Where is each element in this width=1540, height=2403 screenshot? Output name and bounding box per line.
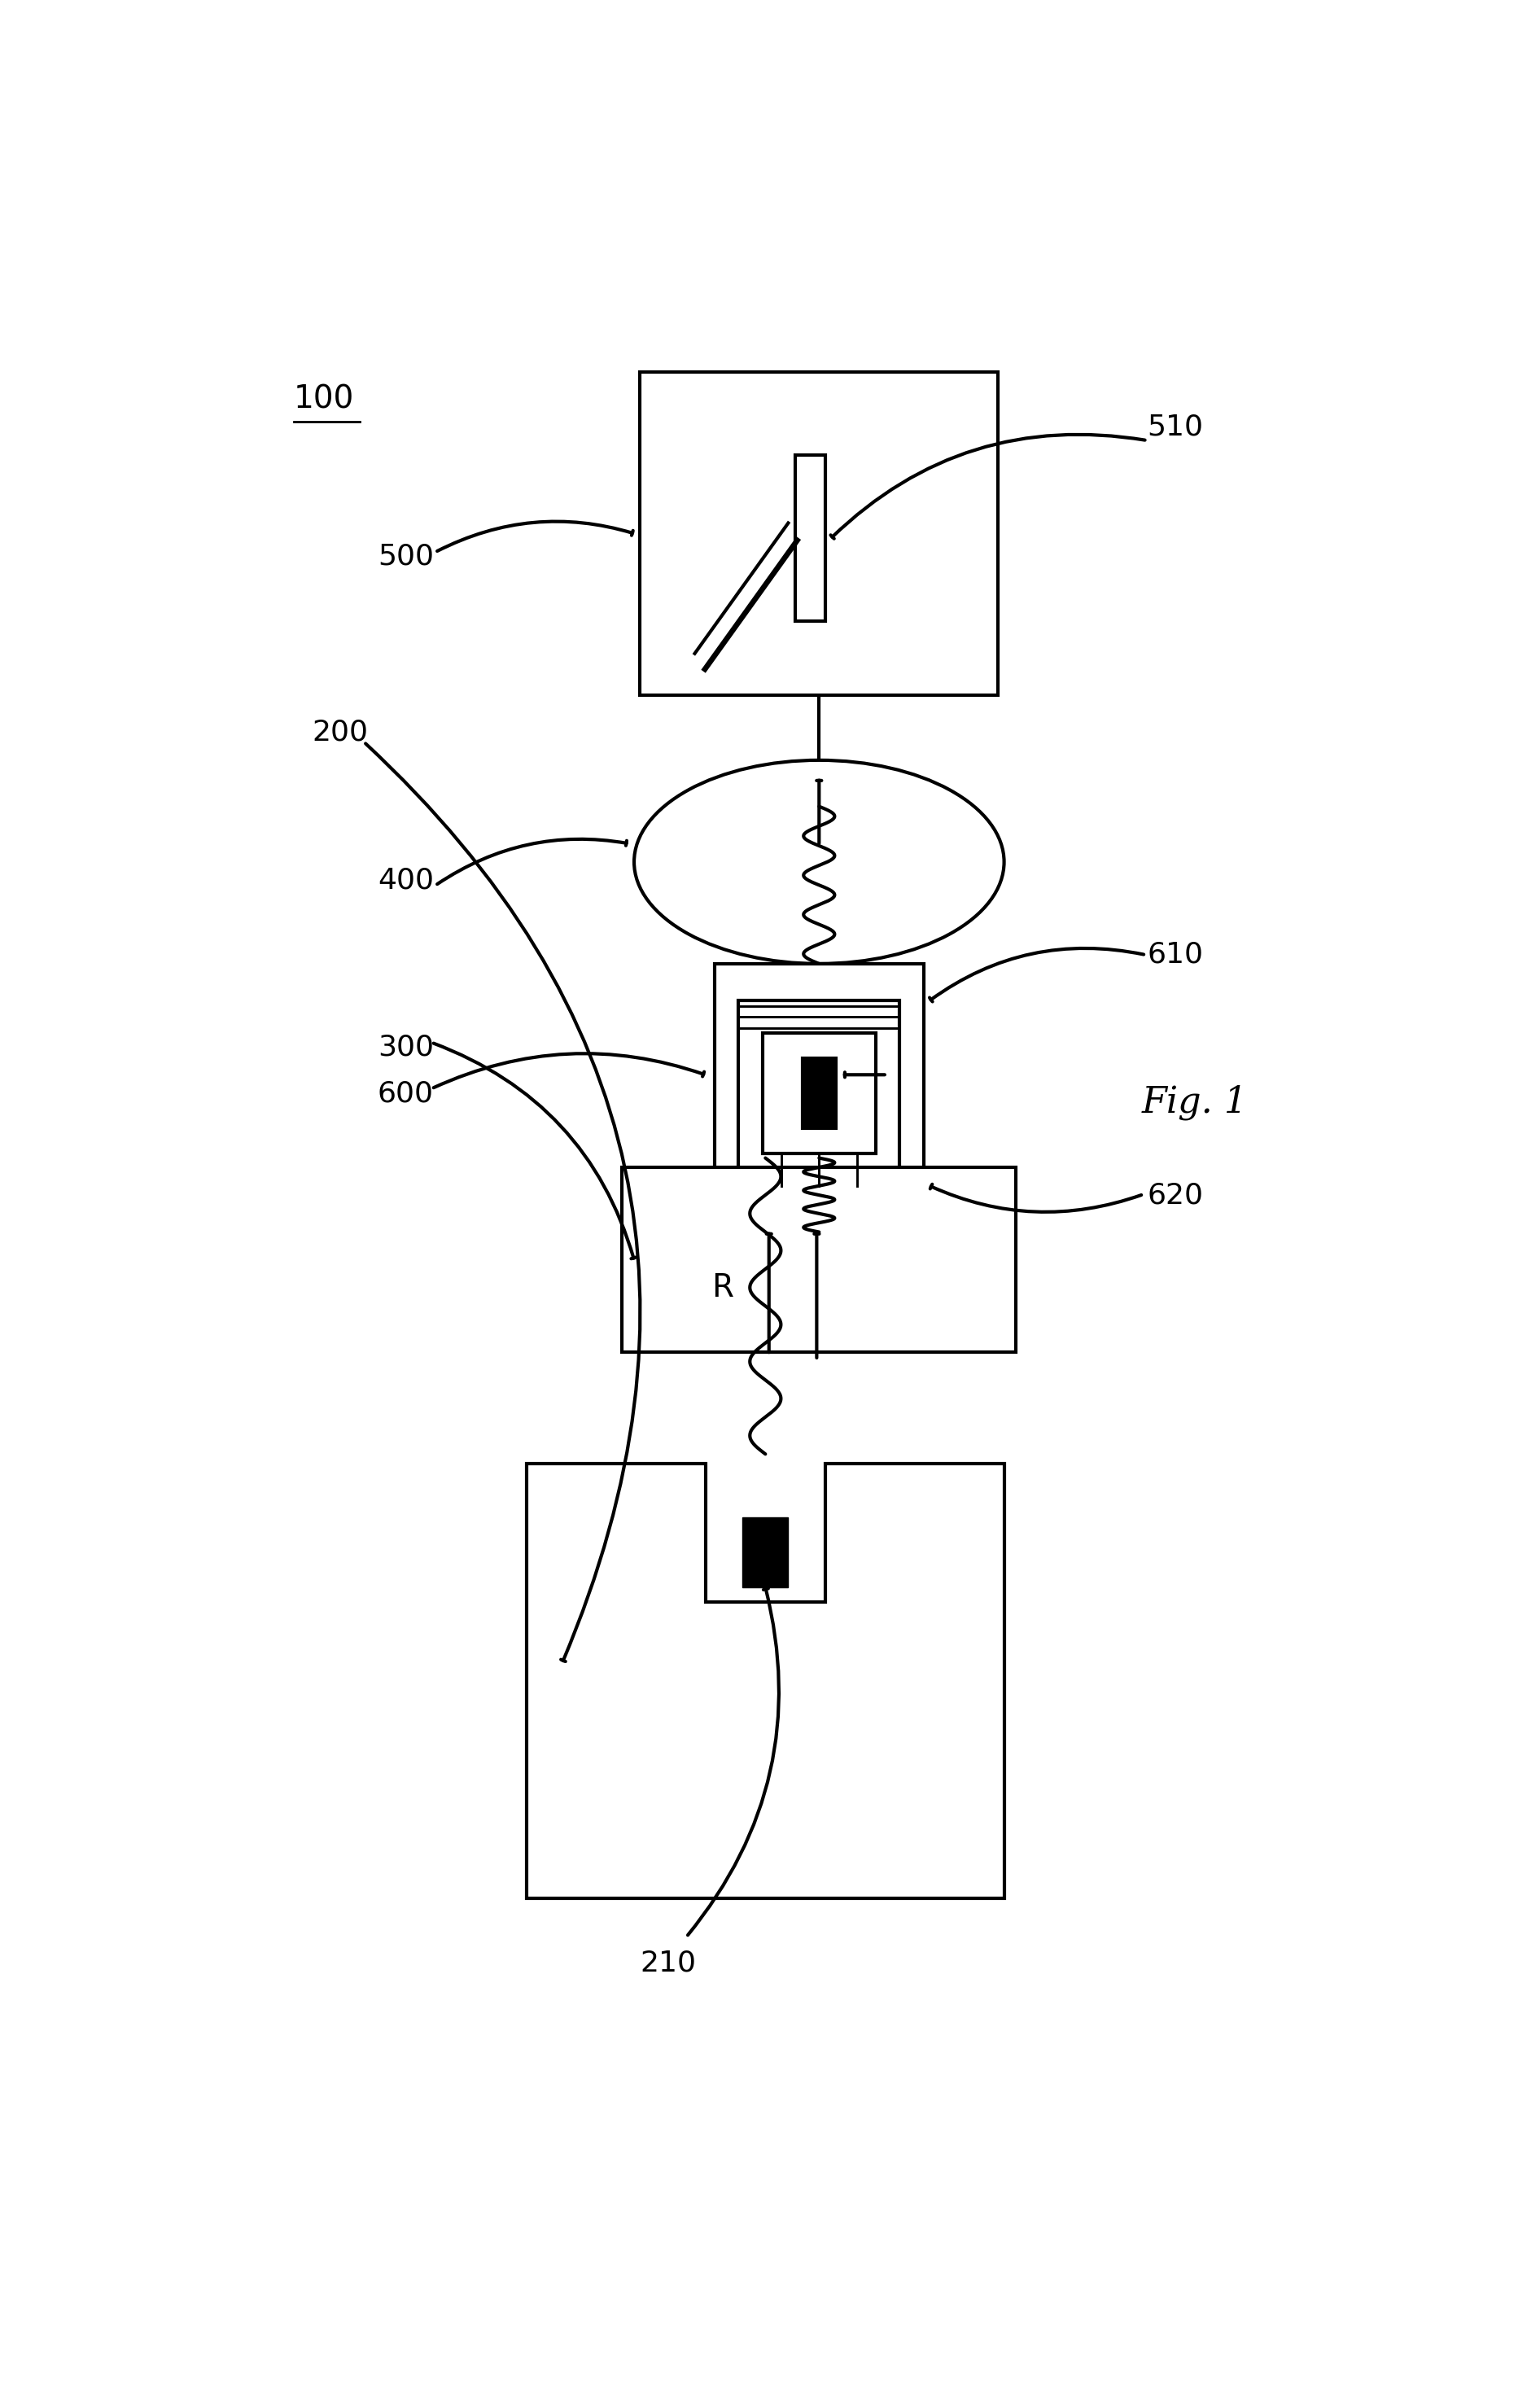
Bar <box>641 372 998 694</box>
Text: 210: 210 <box>641 1949 696 1978</box>
Bar <box>715 964 924 1223</box>
Text: 500: 500 <box>377 543 434 570</box>
Text: 510: 510 <box>1147 413 1203 442</box>
Text: Fig. 1: Fig. 1 <box>1143 1084 1247 1120</box>
Bar <box>802 1057 836 1129</box>
Text: R: R <box>711 1271 733 1302</box>
Text: 200: 200 <box>311 718 368 747</box>
Bar <box>742 1516 788 1588</box>
Polygon shape <box>527 1463 1004 1898</box>
Text: 300: 300 <box>377 1033 434 1060</box>
Text: 620: 620 <box>1147 1182 1203 1209</box>
Bar <box>622 1168 1016 1353</box>
Bar <box>762 1033 876 1153</box>
Bar <box>739 1000 899 1185</box>
Text: 610: 610 <box>1147 940 1203 968</box>
Bar <box>795 454 825 622</box>
Text: 600: 600 <box>377 1079 434 1108</box>
Ellipse shape <box>634 759 1004 964</box>
Text: 400: 400 <box>377 867 434 894</box>
Text: 100: 100 <box>294 384 354 416</box>
